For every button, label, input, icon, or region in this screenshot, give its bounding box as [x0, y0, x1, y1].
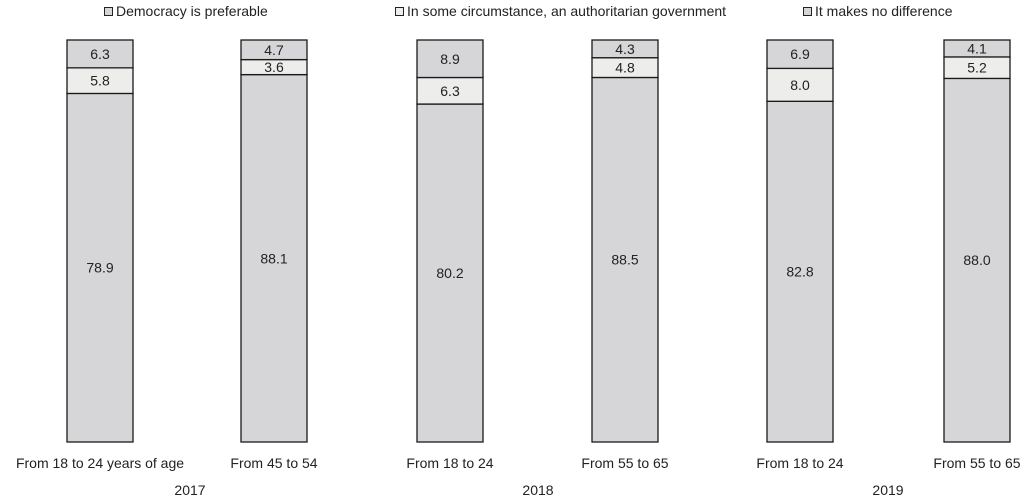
- bar-segment: [766, 100, 834, 443]
- legend-item-no-difference: It makes no difference: [803, 3, 952, 19]
- bar-segment: [240, 39, 308, 61]
- legend: Democracy is preferable In some circumst…: [0, 3, 1020, 23]
- legend-swatch-democracy: [104, 6, 113, 16]
- data-label: 8.0: [790, 77, 810, 93]
- data-label: 4.3: [615, 41, 635, 57]
- category-label: From 55 to 65: [933, 455, 1020, 471]
- legend-label-authoritarian: In some circumstance, an authoritarian g…: [407, 3, 727, 19]
- legend-label-democracy: Democracy is preferable: [116, 3, 268, 19]
- data-label: 88.5: [611, 252, 638, 268]
- bar-segment: [416, 39, 484, 79]
- data-label: 5.2: [967, 60, 987, 76]
- legend-label-no-difference: It makes no difference: [815, 3, 953, 19]
- data-label: 78.9: [86, 260, 113, 276]
- group-label: 2018: [522, 482, 553, 498]
- data-label: 6.9: [790, 46, 810, 62]
- data-label: 4.7: [264, 42, 284, 58]
- category-label: From 18 to 24 years of age: [16, 455, 184, 471]
- data-label: 6.3: [90, 46, 110, 62]
- bar-segment: [766, 39, 834, 70]
- category-label: From 18 to 24: [406, 455, 493, 471]
- group-label: 2019: [872, 482, 903, 498]
- bar-segment: [416, 76, 484, 105]
- legend-item-authoritarian: In some circumstance, an authoritarian g…: [395, 3, 726, 19]
- bar-segment: [416, 103, 484, 443]
- data-label: 5.8: [90, 73, 110, 89]
- category-label: From 45 to 54: [230, 455, 317, 471]
- data-label: 3.6: [264, 59, 284, 75]
- bar-segment: [591, 39, 659, 59]
- data-label: 88.0: [963, 252, 990, 268]
- data-label: 4.8: [615, 60, 635, 76]
- category-label: From 55 to 65: [581, 455, 668, 471]
- legend-swatch-authoritarian: [395, 6, 404, 16]
- bar-segment: [66, 39, 134, 69]
- legend-item-democracy: Democracy is preferable: [104, 3, 268, 19]
- data-label: 88.1: [260, 250, 287, 266]
- data-label: 4.1: [967, 40, 987, 56]
- bar-segment: [591, 76, 659, 443]
- data-label: 82.8: [786, 264, 813, 280]
- legend-swatch-no-difference: [803, 6, 812, 16]
- category-label: From 18 to 24: [756, 455, 843, 471]
- bar-segment: [943, 77, 1011, 443]
- data-label: 8.9: [440, 51, 460, 67]
- data-label: 80.2: [436, 265, 463, 281]
- bar-segment: [240, 73, 308, 443]
- group-label: 2017: [174, 482, 205, 498]
- bar-segment: [943, 39, 1011, 58]
- data-label: 6.3: [440, 83, 460, 99]
